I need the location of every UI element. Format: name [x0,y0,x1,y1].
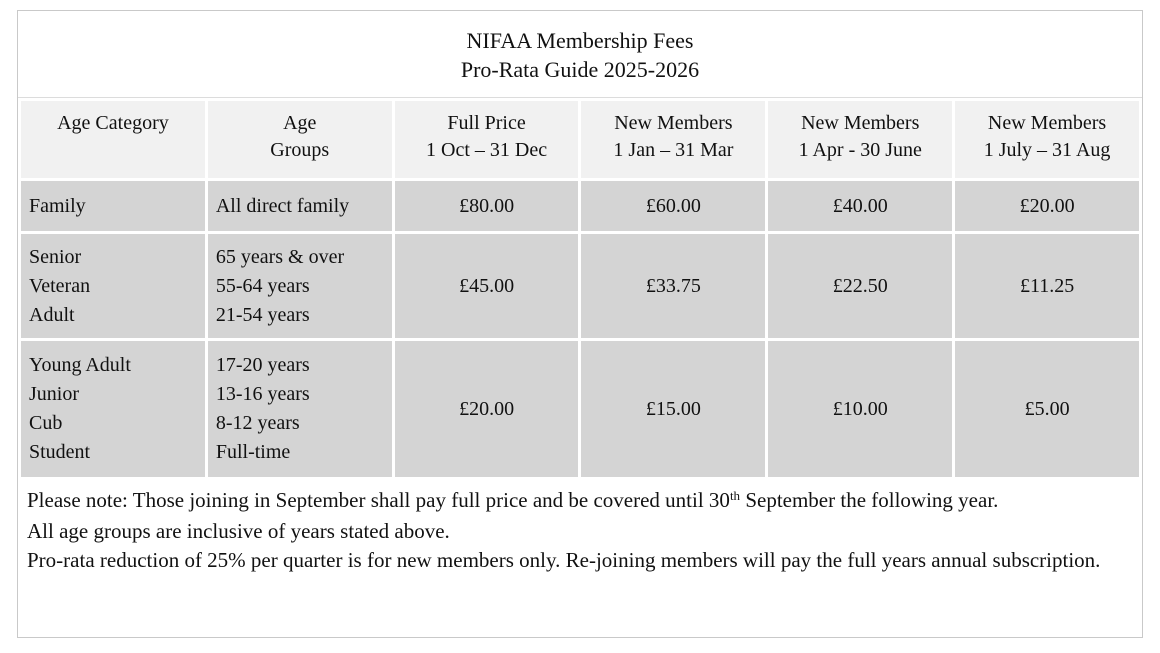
age-groups-cell: 65 years & over 55-64 years 21-54 years [207,234,392,338]
price-cell: £33.75 [581,234,766,338]
table-row-family: Family All direct family £80.00 £60.00 £… [21,181,1139,231]
column-header-age-category: Age Category [21,101,205,178]
age-group-line: 21-54 years [215,303,310,326]
age-category-cell: Family [21,181,205,231]
age-category-line: Cub [29,412,63,434]
header-date-range: 1 Jan – 31 Mar [613,139,734,161]
header-label: Age Category [57,112,169,134]
document-title-line2: Pro-Rata Guide 2025-2026 [460,57,700,82]
age-group-line: 65 years & over [215,245,345,268]
table-row-youth: Young Adult Junior Cub Student 17-20 yea… [21,341,1139,477]
header-label: New Members [801,112,920,134]
header-date-range: 1 Oct – 31 Dec [426,139,548,161]
column-header-age-groups: Age Groups [207,101,392,178]
age-group-line: All direct family [215,194,350,217]
price-cell: £11.25 [955,234,1139,338]
price-cell: £20.00 [394,341,579,477]
note-text: September the following year. [740,488,999,512]
fees-table: Age Category Age Groups Full Price 1 Oct… [18,98,1142,480]
age-category-cell: Senior Veteran Adult [21,234,205,338]
header-label: Age [283,112,317,134]
ordinal-suffix: th [729,488,741,503]
note-pro-rata: Pro-rata reduction of 25% per quarter is… [27,548,1101,572]
price-cell: £60.00 [581,181,766,231]
age-category-line: Family [29,194,86,217]
age-category-line: Student [29,441,91,463]
age-category-line: Junior [29,383,79,405]
column-header-new-members-q4: New Members 1 July – 31 Aug [955,101,1139,178]
header-label: New Members [614,112,733,134]
price-cell: £20.00 [955,181,1139,231]
price-cell: £45.00 [394,234,579,338]
price-cell: £5.00 [955,341,1139,477]
notes-section: Please note: Those joining in September … [18,480,1142,575]
price-cell: £10.00 [768,341,953,477]
age-category-line: Young Adult [29,354,131,376]
age-group-line: Full-time [215,441,291,463]
table-row-adult: Senior Veteran Adult 65 years & over 55-… [21,234,1139,338]
header-label: New Members [987,112,1107,134]
age-group-line: 17-20 years [215,354,310,376]
age-group-line: 8-12 years [215,412,300,434]
note-age-groups: All age groups are inclusive of years st… [27,519,450,543]
note-text: Please note: Those joining in September … [27,488,730,512]
age-category-cell: Young Adult Junior Cub Student [21,341,205,477]
header-date-range: 1 Apr - 30 June [798,139,922,161]
column-header-new-members-q3: New Members 1 Apr - 30 June [768,101,953,178]
age-groups-cell: 17-20 years 13-16 years 8-12 years Full-… [207,341,392,477]
column-header-full-price-q1: Full Price 1 Oct – 31 Dec [394,101,579,178]
price-cell: £40.00 [768,181,953,231]
document-title: NIFAA Membership Fees Pro-Rata Guide 202… [18,11,1142,98]
header-row: Age Category Age Groups Full Price 1 Oct… [21,101,1139,178]
header-date-range: 1 July – 31 Aug [983,139,1111,161]
document-title-line1: NIFAA Membership Fees [466,28,694,53]
age-group-line: 55-64 years [215,274,310,297]
column-header-new-members-q2: New Members 1 Jan – 31 Mar [581,101,766,178]
age-category-line: Veteran [29,274,91,297]
age-groups-cell: All direct family [207,181,392,231]
price-cell: £15.00 [581,341,766,477]
price-cell: £80.00 [394,181,579,231]
age-category-line: Senior [29,245,82,268]
age-group-line: 13-16 years [215,383,310,405]
note-september: Please note: Those joining in September … [27,486,1133,517]
membership-fees-document: NIFAA Membership Fees Pro-Rata Guide 202… [17,10,1143,638]
header-label: Groups [270,139,330,161]
header-label: Full Price [447,112,526,134]
age-category-line: Adult [29,303,75,326]
price-cell: £22.50 [768,234,953,338]
